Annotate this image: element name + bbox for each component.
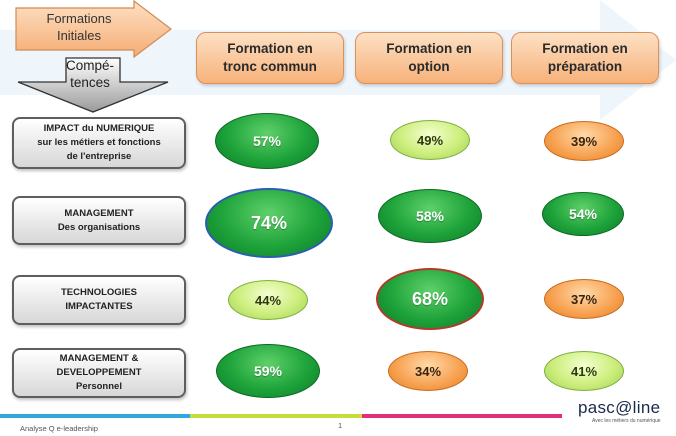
pascaline-tagline: Avec les métiers du numérique (592, 418, 661, 424)
footer-bar-pink (362, 414, 562, 418)
row-header-technologies-impactantes: TECHNOLOGIES IMPACTANTES (12, 275, 186, 325)
value-impact-preparation: 39% (544, 121, 624, 161)
value-management-org-option: 58% (378, 189, 482, 243)
footer-text: Analyse Q e-leadership (20, 424, 98, 433)
value-impact-option: 49% (390, 120, 470, 160)
value-technologies-tronc-commun: 44% (228, 280, 308, 320)
row-header-management-organisations: MANAGEMENT Des organisations (12, 196, 186, 245)
competences-arrow-shape (17, 57, 169, 113)
pascaline-logo: pasc@line (578, 398, 661, 417)
page-number: 1 (338, 421, 343, 430)
formations-arrow-shape (15, 0, 172, 58)
column-header-tronc-commun: Formation en tronc commun (196, 32, 344, 84)
value-management-org-preparation: 54% (542, 192, 624, 236)
value-technologies-option: 68% (376, 268, 484, 330)
formations-initiales-label: Formations Initiales (46, 11, 112, 43)
value-management-dev-tronc-commun: 59% (216, 344, 320, 398)
competences-label: Compé- tences (65, 58, 114, 91)
value-management-dev-option: 34% (388, 351, 468, 391)
footer-bar-blue (0, 414, 190, 418)
row-header-management-developpement: MANAGEMENT & DEVELOPPEMENT Personnel (12, 348, 186, 398)
row-header-impact-numerique: IMPACT du NUMERIQUE sur les métiers et f… (12, 117, 186, 169)
value-impact-tronc-commun: 57% (215, 113, 319, 169)
column-header-preparation: Formation en préparation (511, 32, 659, 84)
footer-bar-green (190, 414, 362, 418)
value-technologies-preparation: 37% (544, 279, 624, 319)
value-management-org-tronc-commun: 74% (205, 188, 333, 258)
column-header-option: Formation en option (355, 32, 503, 84)
value-management-dev-preparation: 41% (544, 351, 624, 391)
